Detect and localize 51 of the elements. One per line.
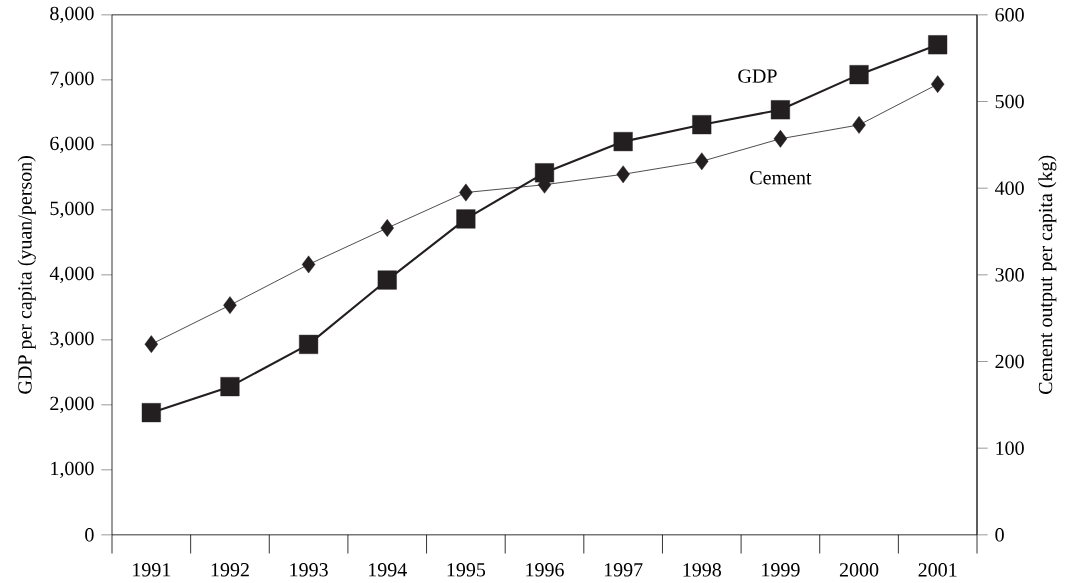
x-tick-label: 1998 [683, 562, 722, 577]
point [616, 165, 630, 184]
point [223, 296, 237, 314]
point [380, 219, 394, 237]
point [695, 152, 709, 171]
x-tick-label: 2000 [839, 562, 879, 577]
x-tick-label: 1992 [211, 562, 249, 577]
y2-tick-label: 200 [995, 354, 1024, 369]
y2-tick-label: 600 [995, 7, 1024, 22]
y2-axis-title: Cement output per capita (kg) [1038, 155, 1057, 394]
x-tick-label: 2001 [918, 562, 957, 577]
x-tick-label: 1993 [290, 562, 328, 577]
y-tick-label: 0 [85, 527, 94, 542]
y-tick-label: 6,000 [50, 136, 94, 153]
series-label: Cement [750, 170, 812, 185]
point [299, 334, 319, 354]
x-tick-label: 1991 [133, 562, 171, 577]
x-tick-label: 1997 [604, 562, 643, 577]
x-tick-label: 1999 [762, 562, 800, 577]
series-label: GDP [738, 69, 777, 83]
point [377, 270, 397, 290]
y2-tick-label: 400 [995, 181, 1024, 195]
point [459, 183, 473, 202]
y-tick-label: 1,000 [51, 461, 94, 478]
y2-tick-label: 100 [996, 441, 1024, 455]
point [773, 129, 788, 148]
point [930, 75, 945, 93]
y2-tick-label: 500 [995, 94, 1024, 109]
point [613, 131, 633, 152]
y2-tick-label: 0 [995, 527, 1004, 542]
point [849, 64, 869, 85]
y-tick-label: 5,000 [50, 201, 94, 218]
y-axis-title: GDP per capita (yuan/person) [17, 155, 36, 394]
point [692, 115, 712, 135]
point [852, 115, 866, 134]
point [141, 402, 161, 423]
y-tick-label: 4,000 [49, 266, 94, 283]
x-tick-label: 1995 [447, 562, 486, 577]
x-tick-label: 1994 [368, 562, 407, 577]
y-tick-label: 7,000 [50, 71, 94, 88]
point [456, 209, 476, 229]
x-tick-label: 1996 [526, 562, 564, 577]
point [770, 100, 790, 120]
y2-tick-label: 300 [995, 267, 1024, 282]
point [928, 35, 948, 55]
y-tick-label: 8,000 [50, 6, 94, 23]
point [301, 255, 316, 274]
point [144, 335, 159, 353]
y-tick-label: 2,000 [50, 396, 94, 413]
point [220, 376, 240, 397]
y-tick-label: 3,000 [50, 331, 94, 348]
